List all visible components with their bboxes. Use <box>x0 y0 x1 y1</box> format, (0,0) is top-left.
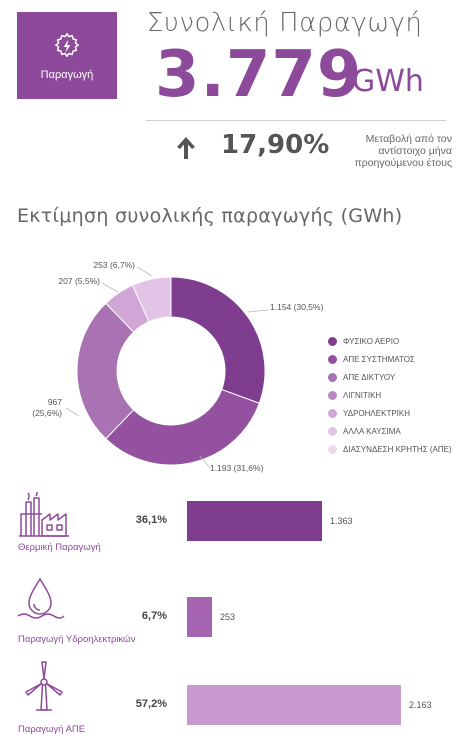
legend-label: ΔΙΑΣΥΝΔΕΣΗ ΚΡΗΤΗΣ (ΑΠΕ) <box>343 444 452 454</box>
legend-swatch <box>328 336 337 346</box>
total-production-value: 3.779 <box>155 38 363 112</box>
bar-category-label: Παραγωγή Υδροηλεκτρικών <box>18 634 136 645</box>
slice-leader-line <box>199 455 211 469</box>
bar-value-label: 1.363 <box>330 516 353 526</box>
power-plant-icon <box>18 490 70 543</box>
total-production-unit: GWh <box>352 64 424 99</box>
legend-label: ΦΥΣΙΚΟ ΑΕΡΙΟ <box>343 336 400 346</box>
production-bar <box>187 597 212 637</box>
slice-leader-line <box>65 407 80 417</box>
bar-percent-label: 6,7% <box>141 610 167 622</box>
legend-label: ΑΛΛΑ ΚΑΥΣΙΜΑ <box>343 426 401 436</box>
slice-leader-line <box>247 309 269 313</box>
legend-item: ΔΙΑΣΥΝΔΕΣΗ ΚΡΗΤΗΣ (ΑΠΕ) <box>328 440 452 458</box>
production-badge[interactable]: Παραγωγή <box>17 12 117 99</box>
slice-label: 1.154 (30,5%) <box>270 302 324 312</box>
legend-item: ΥΔΡΟΗΛΕΚΤΡΙΚΗ <box>328 404 452 422</box>
change-percent: 17,90% <box>221 130 330 160</box>
legend-swatch <box>328 354 337 364</box>
bar-percent-label: 36,1% <box>135 514 167 526</box>
legend-swatch <box>328 408 337 418</box>
slice-label: 253 (6,7%) <box>93 260 135 270</box>
badge-label: Παραγωγή <box>40 68 94 81</box>
production-donut-chart: 1.154 (30,5%) 1.193 (31,6%) 967 (25,6%) 207 … <box>32 260 324 473</box>
section-title: Εκτίμηση συνολικής παραγωγής (GWh) <box>17 205 403 227</box>
legend-swatch <box>328 426 337 436</box>
slice-label: 967 (25,6%) <box>32 397 62 418</box>
production-bar <box>187 685 401 725</box>
slice-label: 1.193 (31,6%) <box>210 463 264 473</box>
legend-label: ΥΔΡΟΗΛΕΚΤΡΙΚΗ <box>343 408 410 418</box>
bar-value-label: 2.163 <box>409 700 432 710</box>
legend-label: ΛΙΓΝΙΤΙΚΗ <box>343 390 382 400</box>
water-drop-icon <box>14 576 66 627</box>
gear-lightning-icon <box>55 32 79 57</box>
legend-item: ΦΥΣΙΚΟ ΑΕΡΙΟ <box>328 332 452 350</box>
bar-value-label: 253 <box>220 612 236 622</box>
legend-item: ΛΙΓΝΙΤΙΚΗ <box>328 386 452 404</box>
legend-item: ΑΛΛΑ ΚΑΥΣΙΜΑ <box>328 422 452 440</box>
legend-label: ΑΠΕ ΣΥΣΤΗΜΑΤΟΣ <box>343 354 415 364</box>
divider <box>146 120 446 121</box>
slice-leader-line <box>101 282 119 293</box>
legend-label: ΑΠΕ ΔΙΚΤΥΟΥ <box>343 372 396 382</box>
donut-slice <box>131 276 172 323</box>
slice-label: 207 (5,5%) <box>58 276 100 286</box>
bar-percent-label: 57,2% <box>135 698 167 710</box>
legend-item: ΑΠΕ ΣΥΣΤΗΜΑΤΟΣ <box>328 350 452 368</box>
donut-slice <box>105 388 260 466</box>
slice-leader-line <box>136 266 153 277</box>
legend-swatch <box>328 444 337 454</box>
legend-item: ΑΠΕ ΔΙΚΤΥΟΥ <box>328 368 452 386</box>
bar-category-label: Παραγωγή ΑΠΕ <box>18 724 86 735</box>
page-title: Συνολική Παραγωγή <box>147 8 423 38</box>
change-note: Μεταβολή από τον αντίστοιχο μήνα προηγού… <box>354 133 452 169</box>
production-bar <box>187 501 322 541</box>
legend-swatch <box>328 372 337 382</box>
chart-legend: ΦΥΣΙΚΟ ΑΕΡΙΟ ΑΠΕ ΣΥΣΤΗΜΑΤΟΣ ΑΠΕ ΔΙΚΤΥΟΥ ΛΙΓ… <box>328 332 452 458</box>
legend-swatch <box>328 390 337 400</box>
donut-slice <box>170 276 266 404</box>
wind-turbine-icon <box>18 660 70 717</box>
bar-category-label: Θερμική Παραγωγή <box>18 542 101 553</box>
arrow-up-icon <box>177 137 195 159</box>
